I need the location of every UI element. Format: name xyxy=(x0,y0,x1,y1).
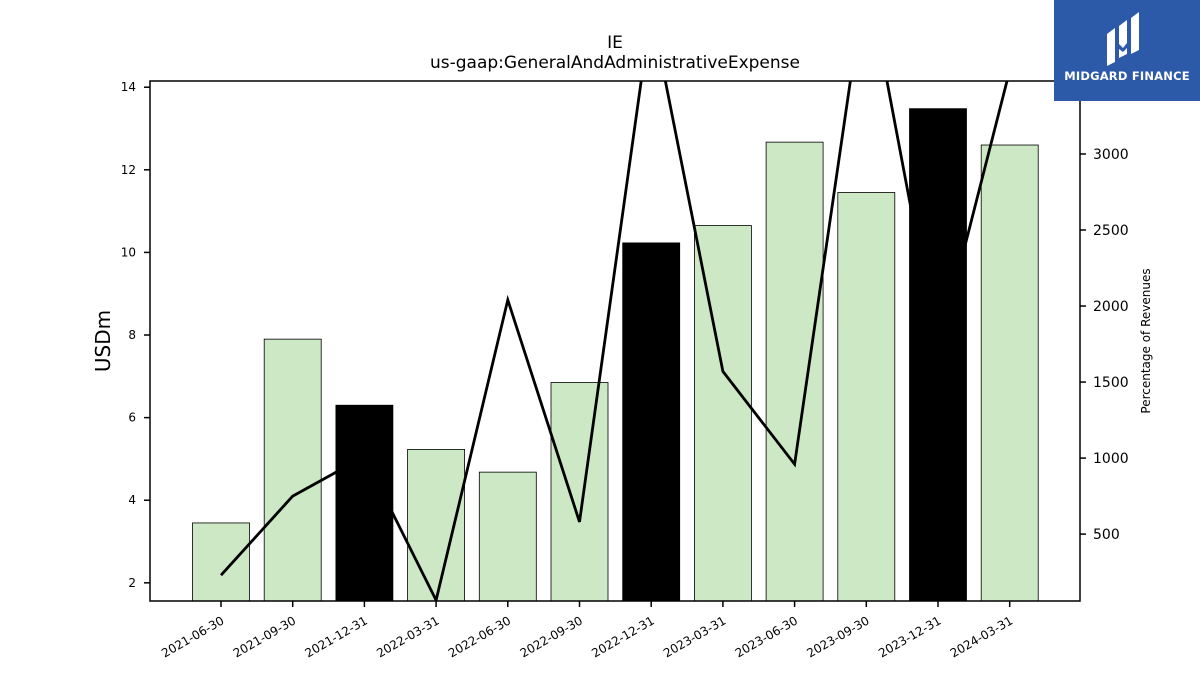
y-left-tick-label: 6 xyxy=(128,411,136,425)
bar-group xyxy=(192,108,1039,601)
y-right-tick-label: 1000 xyxy=(1093,451,1129,467)
midgard-finance-logo: MIDGARD FINANCE xyxy=(1054,0,1200,101)
y-axis-left: 2 4 6 8 10 12 14 xyxy=(121,80,150,590)
x-tick-label: 2021-06-30 xyxy=(159,613,226,660)
y-right-tick-label: 3000 xyxy=(1093,147,1129,163)
y-left-tick-label: 2 xyxy=(128,576,136,590)
x-tick-label: 2022-12-31 xyxy=(589,613,656,660)
y-axis-right-label: Percentage of Revenues xyxy=(1139,268,1153,413)
y-right-tick-label: 2000 xyxy=(1093,299,1129,315)
y-right-tick-label: 1500 xyxy=(1093,375,1129,391)
chart-title: IE xyxy=(607,33,623,53)
y-axis-right: 500 1000 1500 2000 2500 3000 xyxy=(1080,147,1129,543)
x-tick-label: 2023-09-30 xyxy=(804,613,871,660)
bar-2021-09-30 xyxy=(263,338,322,601)
bar-2023-12-31 xyxy=(909,108,967,601)
x-tick-label: 2024-03-31 xyxy=(948,613,1015,660)
y-right-tick-label: 2500 xyxy=(1093,223,1129,239)
bar-2024-03-31 xyxy=(980,144,1039,601)
x-tick-label: 2023-06-30 xyxy=(733,613,800,660)
y-axis-left-label: USDm xyxy=(91,310,115,372)
logo-text: MIDGARD FINANCE xyxy=(1064,69,1190,83)
bar-2021-12-31 xyxy=(335,404,394,601)
bar-2023-06-30 xyxy=(765,141,824,601)
plot-frame xyxy=(149,80,1081,602)
x-tick-label: 2022-09-30 xyxy=(518,613,585,660)
y-right-tick-label: 500 xyxy=(1093,527,1120,543)
line-group xyxy=(219,81,1009,601)
bar-2022-09-30 xyxy=(550,382,609,601)
bar-2022-06-30 xyxy=(478,471,537,601)
bar-2022-12-31 xyxy=(622,242,681,601)
x-tick-label: 2023-12-31 xyxy=(876,613,943,660)
y-left-tick-label: 8 xyxy=(128,328,136,342)
y-left-tick-label: 4 xyxy=(128,493,136,507)
bar-2023-09-30 xyxy=(837,192,896,601)
y-left-tick-label: 14 xyxy=(121,80,136,94)
x-tick-label: 2021-12-31 xyxy=(302,613,369,660)
x-tick-label: 2022-06-30 xyxy=(446,613,513,660)
y-left-tick-label: 12 xyxy=(121,163,136,177)
chart-subtitle: us-gaap:GeneralAndAdministrativeExpense xyxy=(430,53,800,73)
x-tick-label: 2022-03-31 xyxy=(374,613,441,660)
percentage-line xyxy=(219,81,1009,601)
bar-2021-06-30 xyxy=(192,522,250,601)
y-left-tick-label: 10 xyxy=(121,245,136,259)
midgard-logo-icon xyxy=(1107,12,1139,66)
x-tick-label: 2023-03-31 xyxy=(661,613,728,660)
bar-2023-03-31 xyxy=(694,225,752,601)
x-tick-label: 2021-09-30 xyxy=(231,613,298,660)
bar-2022-03-31 xyxy=(407,449,466,601)
x-axis: 2021-06-30 2021-09-30 2021-12-31 2022-03-31… xyxy=(159,601,1015,660)
